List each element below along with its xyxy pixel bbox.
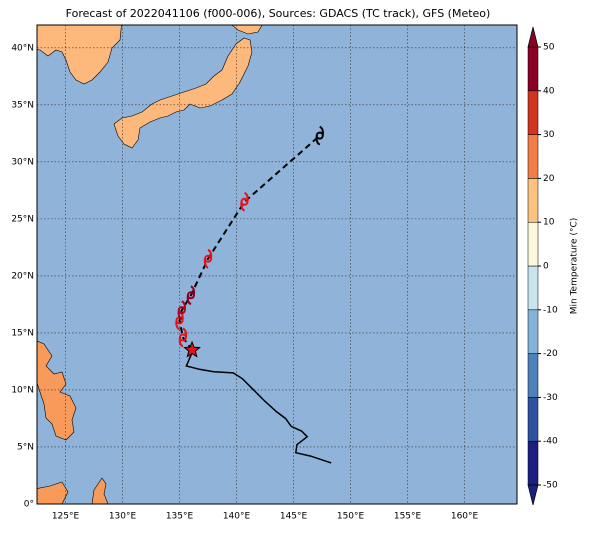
cyclone-symbol	[186, 285, 196, 306]
colorbar-tick-label: 30	[543, 130, 555, 140]
y-tick-label: 35°N	[11, 100, 34, 110]
track-line	[178, 134, 321, 351]
colorbar-bin	[527, 134, 539, 179]
colorbar-bin	[527, 353, 539, 398]
colorbar-bin	[527, 397, 539, 442]
current-position	[183, 340, 201, 358]
colorbar-bin	[527, 90, 539, 135]
cyclone-symbol	[315, 125, 324, 146]
x-tick-label: 150°E	[337, 512, 365, 522]
colorbar-bin	[527, 221, 539, 267]
korea-china	[37, 25, 122, 85]
x-tick-label: 155°E	[394, 512, 422, 522]
colorbar-tick-label: -30	[543, 393, 558, 403]
map-frame	[36, 24, 518, 505]
colorbar-tick-label: -50	[543, 481, 558, 491]
colorbar-tick-label: 50	[543, 43, 555, 53]
ocean	[37, 25, 517, 504]
colorbar-extend-bottom	[527, 484, 539, 506]
colorbar-bin	[527, 309, 539, 354]
y-tick-label: 10°N	[11, 385, 34, 395]
y-tick-label: 15°N	[11, 328, 34, 338]
colorbar-bin	[527, 178, 539, 223]
y-tick-label: 0°	[24, 500, 34, 510]
colorbar-tick-label: 40	[543, 86, 555, 96]
colorbar-bin	[527, 46, 539, 92]
cyclone-symbol	[203, 248, 213, 269]
colorbar-tick-label: 10	[543, 218, 555, 228]
borneo	[37, 481, 69, 504]
colorbar-tick-label: 20	[543, 174, 555, 184]
track-line	[185, 349, 332, 464]
philippines	[37, 340, 77, 441]
cyclone-symbol	[178, 327, 188, 348]
x-tick-label: 140°E	[223, 512, 251, 522]
map-title: Forecast of 2022041106 (f000-006), Sourc…	[66, 7, 491, 20]
japan-hokkaido	[231, 25, 263, 35]
y-tick-label: 40°N	[11, 43, 34, 53]
colorbar-tick-label: -20	[543, 349, 558, 359]
colorbar-tick-label: -40	[543, 437, 558, 447]
land	[37, 25, 263, 504]
y-tick-label: 20°N	[11, 271, 34, 281]
x-tick-label: 125°E	[52, 512, 80, 522]
colorbar-bin	[527, 440, 539, 486]
cyclone-symbol	[177, 300, 186, 321]
x-tick-label: 145°E	[280, 512, 308, 522]
colorbar-extend-top	[527, 26, 539, 48]
x-tick-label: 160°E	[451, 512, 479, 522]
colorbar-bin	[527, 265, 539, 311]
cyclone-symbol	[240, 191, 249, 212]
x-tick-label: 135°E	[166, 512, 194, 522]
colorbar-tick-label: -10	[543, 305, 558, 315]
y-tick-label: 5°N	[17, 442, 34, 452]
x-tick-label: 130°E	[109, 512, 137, 522]
japan-honshu	[113, 37, 253, 149]
y-tick-label: 30°N	[11, 157, 34, 167]
colorbar-tick-label: 0	[543, 262, 549, 272]
colorbar-label: Min Temperature (°C)	[570, 218, 580, 315]
y-tick-label: 25°N	[11, 214, 34, 224]
islands	[91, 477, 109, 504]
